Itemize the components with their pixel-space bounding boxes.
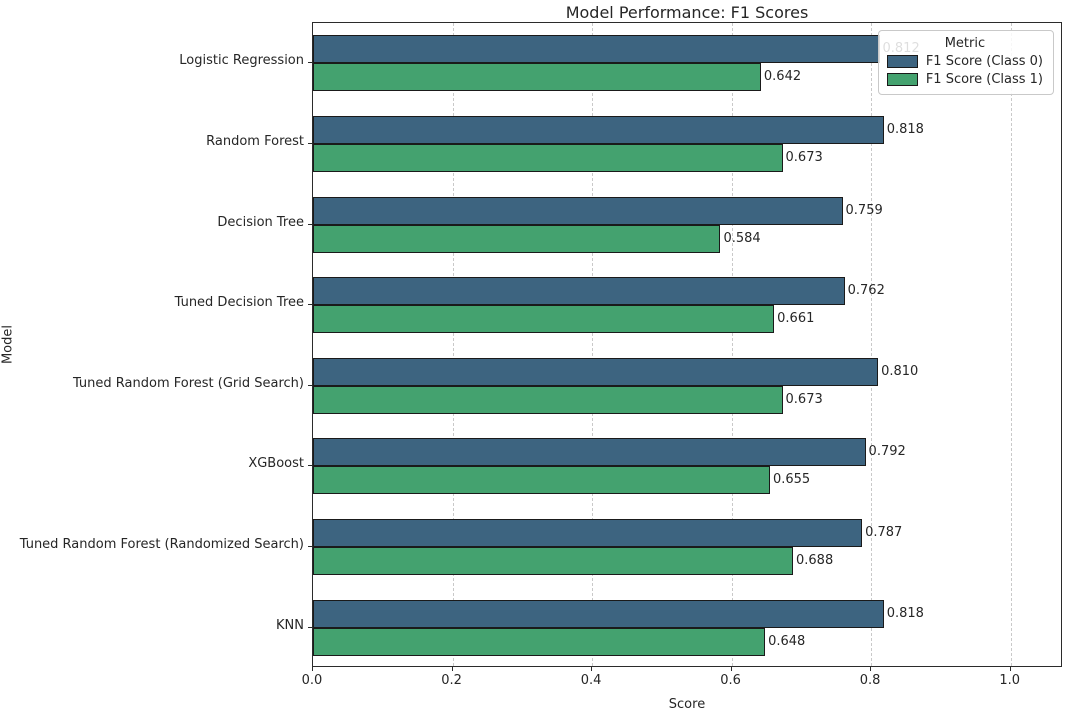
bar-value-label: 0.673 — [785, 149, 823, 165]
gridline — [871, 23, 873, 666]
bar-class0 — [313, 519, 863, 548]
y-tick-mark — [308, 304, 312, 306]
bar-value-label: 0.673 — [785, 391, 823, 407]
x-tick-mark — [870, 667, 872, 671]
y-tick-label: Tuned Decision Tree — [174, 295, 304, 311]
y-tick-label: Random Forest — [206, 133, 304, 149]
y-tick-label: Tuned Random Forest (Randomized Search) — [19, 537, 304, 553]
bar-class1 — [313, 466, 770, 495]
x-tick-label: 0.2 — [441, 673, 462, 688]
gridline — [1010, 23, 1012, 666]
x-tick-label: 0.0 — [301, 673, 323, 688]
bar-value-label: 0.787 — [865, 525, 903, 541]
x-tick-label: 0.6 — [720, 673, 741, 688]
x-tick-mark — [451, 667, 453, 671]
y-tick-label: XGBoost — [248, 456, 304, 472]
x-axis-label: Score — [668, 697, 706, 712]
x-tick-mark — [591, 667, 593, 671]
bar-group: 0.762 0.661 — [313, 265, 1061, 346]
bar-group: 0.818 0.648 — [313, 587, 1061, 668]
chart-title: Model Performance: F1 Scores — [565, 3, 809, 22]
legend-items: F1 Score (Class 0) F1 Score (Class 1) — [886, 54, 1043, 87]
bar-group: 0.759 0.584 — [313, 184, 1061, 265]
y-tick-label: Decision Tree — [217, 214, 304, 230]
y-tick-mark — [308, 142, 312, 144]
legend-item: F1 Score (Class 1) — [886, 72, 1043, 87]
x-tick-mark — [1009, 667, 1011, 671]
bar-class0 — [313, 357, 879, 386]
gridline — [592, 23, 594, 666]
bar-value-label: 0.688 — [796, 553, 834, 569]
bar-class1 — [313, 305, 775, 334]
bar-class0 — [313, 277, 845, 306]
bar-value-label: 0.661 — [777, 311, 815, 327]
y-tick-mark — [308, 546, 312, 548]
x-tick-label: 1.0 — [999, 673, 1021, 688]
bar-class1 — [313, 224, 721, 253]
bar-value-label: 0.648 — [768, 633, 806, 649]
y-tick-mark — [308, 465, 312, 467]
legend-title: Metric — [944, 36, 986, 51]
plot-area: 0.8120.642 0.818 0.673 0.759 0.584 0.762 0.661… — [312, 22, 1062, 667]
y-tick-label: Tuned Random Forest (Grid Search) — [72, 375, 304, 391]
x-tick-mark — [312, 667, 313, 671]
x-tick-label: 0.8 — [859, 673, 881, 688]
bar-value-label: 0.818 — [886, 605, 924, 621]
bar-class0 — [313, 196, 843, 225]
bar-class1 — [313, 63, 761, 92]
legend-label: F1 Score (Class 0) — [925, 54, 1043, 69]
bar-class0 — [313, 599, 884, 628]
bar-group: 0.787 0.688 — [313, 507, 1061, 588]
legend-item: F1 Score (Class 0) — [886, 54, 1043, 69]
legend-swatch-icon — [886, 73, 918, 86]
bar-value-label: 0.759 — [845, 202, 883, 218]
bar-value-label: 0.655 — [772, 472, 811, 488]
y-tick-mark — [308, 62, 312, 64]
bar-class0 — [313, 115, 884, 144]
bar-class0 — [313, 35, 880, 64]
bar-class1 — [313, 627, 766, 656]
x-tick-mark — [730, 667, 732, 671]
legend-swatch-icon — [886, 55, 918, 68]
y-tick-label: Logistic Regression — [179, 53, 304, 69]
bar-value-label: 0.642 — [763, 69, 802, 85]
bar-class1 — [313, 547, 793, 576]
y-tick-mark — [308, 223, 312, 225]
bar-value-label: 0.818 — [886, 121, 924, 137]
bar-class0 — [313, 438, 866, 467]
bar-group: 0.792 0.655 — [313, 426, 1061, 507]
legend: Metric F1 Score (Class 0) F1 Score (Class… — [877, 30, 1054, 95]
y-tick-mark — [308, 384, 312, 386]
gridline — [731, 23, 733, 666]
bar-group: 0.818 0.673 — [313, 104, 1061, 185]
bar-class1 — [313, 143, 783, 172]
bar-value-label: 0.584 — [723, 230, 761, 246]
x-tick-label: 0.4 — [580, 673, 602, 688]
y-tick-label: KNN — [276, 617, 304, 633]
bar-group: 0.810 0.673 — [313, 346, 1061, 427]
gridline — [452, 23, 454, 666]
y-axis-label: Model — [0, 324, 16, 365]
y-tick-mark — [308, 626, 312, 628]
bar-value-label: 0.792 — [868, 444, 906, 460]
bar-value-label: 0.810 — [881, 363, 919, 379]
bar-value-label: 0.762 — [847, 283, 885, 299]
bar-class1 — [313, 385, 783, 414]
legend-label: F1 Score (Class 1) — [925, 72, 1043, 87]
bar-group: 0.8120.642 — [313, 23, 1061, 104]
